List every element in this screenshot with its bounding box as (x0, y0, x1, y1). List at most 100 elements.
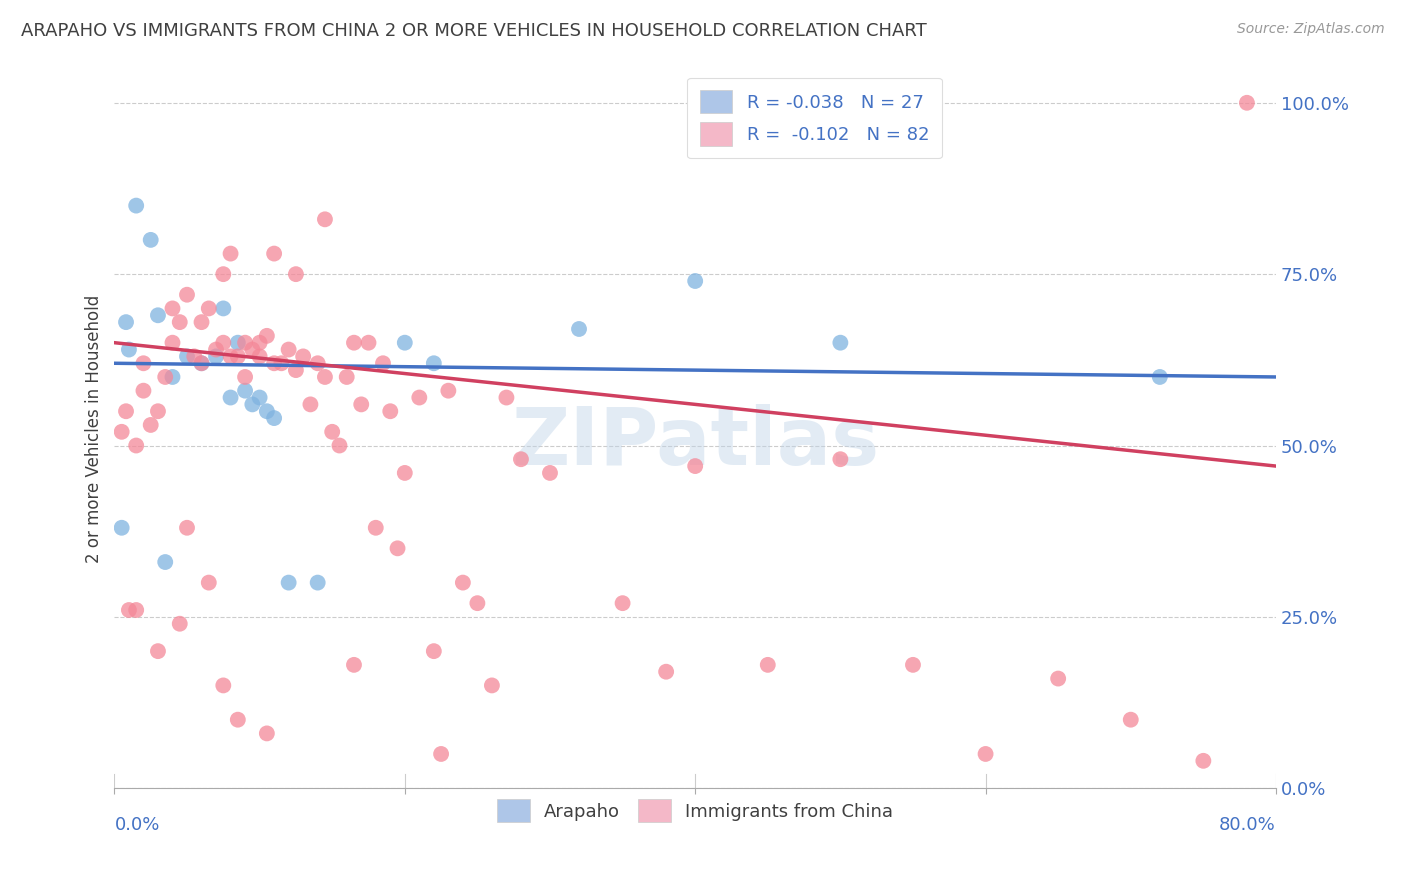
Point (155, 555, 177, 569)
Point (974, 747, 997, 761)
Point (321, 425, 343, 439)
Point (299, 397, 322, 411)
Point (612, 596, 634, 610)
Point (183, 350, 205, 364)
Point (263, 356, 285, 370)
Point (197, 301, 219, 316)
Point (387, 541, 409, 556)
Point (364, 521, 387, 535)
Point (277, 343, 299, 357)
Point (256, 404, 278, 418)
Point (118, 603, 141, 617)
Point (256, 329, 278, 343)
Point (357, 335, 380, 350)
Point (408, 391, 430, 405)
Point (343, 657, 366, 672)
Point (125, 438, 148, 452)
Point (510, 452, 533, 467)
Point (277, 575, 299, 590)
Point (125, 199, 148, 213)
Point (176, 350, 198, 364)
Point (176, 521, 198, 535)
Point (155, 370, 177, 384)
Point (307, 356, 329, 370)
Point (683, 274, 706, 288)
Point (830, 452, 852, 467)
Point (495, 391, 517, 405)
Text: Source: ZipAtlas.com: Source: ZipAtlas.com (1237, 22, 1385, 37)
Point (115, 315, 138, 329)
Point (162, 335, 184, 350)
Point (146, 404, 169, 418)
Point (219, 350, 242, 364)
Point (240, 343, 263, 357)
Point (125, 603, 148, 617)
Y-axis label: 2 or more Vehicles in Household: 2 or more Vehicles in Household (86, 294, 103, 563)
Point (233, 370, 256, 384)
Point (205, 350, 228, 364)
Point (481, 678, 503, 692)
Point (190, 356, 212, 370)
Point (212, 335, 235, 350)
Text: ZIPatlas: ZIPatlas (510, 404, 879, 482)
Text: 80.0%: 80.0% (1219, 815, 1277, 834)
Point (205, 343, 228, 357)
Point (314, 212, 336, 227)
Point (380, 404, 402, 418)
Point (226, 335, 249, 350)
Point (111, 521, 134, 535)
Point (451, 575, 474, 590)
Point (284, 267, 307, 281)
Point (256, 726, 278, 740)
Point (307, 575, 329, 590)
Point (233, 384, 256, 398)
Point (233, 335, 256, 350)
Point (1192, 754, 1215, 768)
Point (830, 335, 852, 350)
Point (118, 343, 141, 357)
Legend: Arapaho, Immigrants from China: Arapaho, Immigrants from China (489, 792, 900, 830)
Point (1119, 713, 1142, 727)
Point (423, 644, 446, 658)
Point (190, 315, 212, 329)
Point (146, 308, 169, 322)
Text: 0.0%: 0.0% (114, 815, 160, 834)
Point (212, 301, 235, 316)
Point (1236, 95, 1258, 110)
Point (371, 356, 394, 370)
Point (394, 466, 416, 480)
Point (394, 335, 416, 350)
Point (263, 411, 285, 425)
Point (538, 466, 561, 480)
Point (430, 747, 453, 761)
Point (901, 657, 924, 672)
Point (437, 384, 460, 398)
Point (162, 370, 184, 384)
Point (328, 438, 350, 452)
Point (212, 678, 235, 692)
Point (756, 657, 779, 672)
Point (292, 350, 315, 364)
Point (343, 335, 366, 350)
Point (284, 363, 307, 377)
Point (568, 322, 591, 336)
Point (139, 233, 162, 247)
Point (467, 596, 489, 610)
Text: ARAPAHO VS IMMIGRANTS FROM CHINA 2 OR MORE VEHICLES IN HOUSEHOLD CORRELATION CHA: ARAPAHO VS IMMIGRANTS FROM CHINA 2 OR MO… (21, 22, 927, 40)
Point (423, 356, 446, 370)
Point (263, 246, 285, 260)
Point (212, 267, 235, 281)
Point (336, 370, 359, 384)
Point (169, 616, 191, 631)
Point (162, 301, 184, 316)
Point (176, 287, 198, 301)
Point (683, 459, 706, 474)
Point (197, 575, 219, 590)
Point (314, 370, 336, 384)
Point (146, 644, 169, 658)
Point (226, 713, 249, 727)
Point (219, 246, 242, 260)
Point (132, 384, 155, 398)
Point (1149, 370, 1171, 384)
Point (190, 356, 212, 370)
